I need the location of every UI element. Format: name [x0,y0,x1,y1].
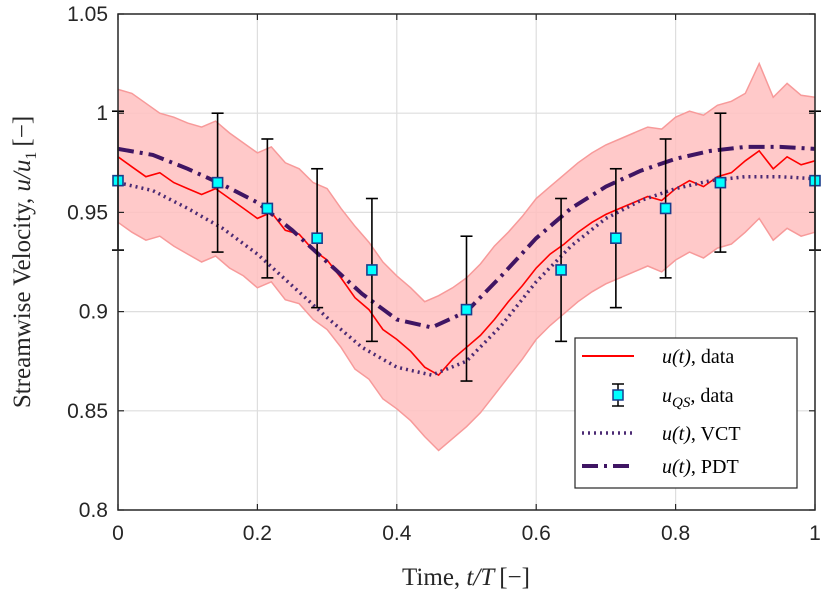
marker-9 [714,176,727,189]
marker-7 [610,232,622,244]
marker-3 [311,232,323,244]
x-axis-label: Time, t/T [−] [402,564,530,591]
marker-8 [659,202,672,215]
ticks: 0 0.2 0.4 0.6 0.8 1 0.8 0.85 0.9 0.95 1 1.05 [67,3,821,545]
legend-label-vct: u(t), VCT [662,423,741,445]
y-axis-label: Streamwise Velocity, u/u1[−] [9,116,40,408]
y-tick-label-0: 0.8 [79,499,108,522]
legend-label-data-line: u(t), data [662,346,734,368]
y-tick-label-4: 1 [96,102,108,125]
legend-swatch-marker [612,389,624,401]
x-tick-label-5: 1 [809,522,821,545]
marker-5 [460,303,473,316]
legend-label-markers: uQS, data [662,385,734,411]
legend: u(t), data uQS, data u(t), VCT u(t), PDT [574,337,798,489]
y-tick-label-1: 0.85 [67,400,108,423]
y-tick-label-2: 0.9 [79,301,108,324]
marker-6 [555,264,567,276]
marker-1 [211,176,224,189]
marker-4 [366,264,378,276]
x-tick-label-2: 0.4 [382,522,412,545]
uncertainty-band [118,63,815,451]
x-tick-label-0: 0 [112,522,124,545]
x-tick-label-4: 0.8 [661,522,690,545]
axes-box [117,13,816,511]
legend-box [574,337,798,489]
y-tick-label-5: 1.05 [67,3,108,26]
band-lower-edge [117,217,816,452]
x-tick-label-1: 0.2 [243,522,272,545]
plot-area [112,61,821,452]
legend-label-pdt: u(t), PDT [662,456,739,478]
y-tick-label-3: 0.95 [67,201,108,224]
marker-2 [261,202,274,215]
x-tick-label-3: 0.6 [522,522,551,545]
